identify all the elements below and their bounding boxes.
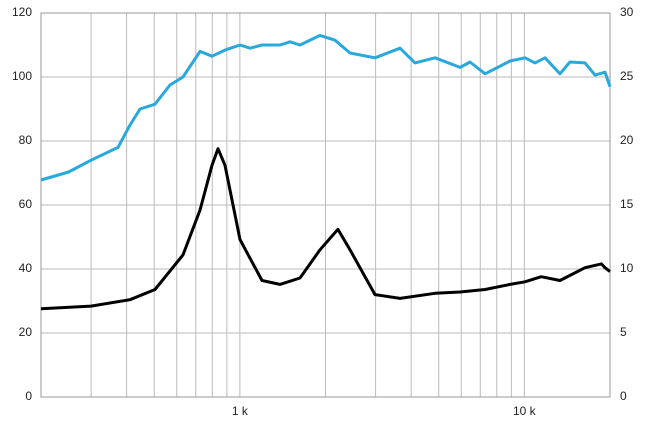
line-series — [40, 33, 612, 182]
y-tick-label: 60 — [19, 197, 33, 211]
y-tick-label: 100 — [12, 69, 32, 83]
x-tick-label: 1 k — [232, 404, 249, 418]
y2-tick-label: 5 — [620, 325, 627, 339]
y2-tick-label: 0 — [620, 389, 627, 403]
y2-tick-label: 10 — [620, 261, 634, 275]
y-tick-label: 40 — [19, 261, 33, 275]
y-tick-label: 120 — [12, 5, 32, 19]
y2-tick-label: 20 — [620, 133, 634, 147]
y2-tick-label: 15 — [620, 197, 634, 211]
y2-tick-label: 25 — [620, 69, 634, 83]
y2-tick-label: 30 — [620, 5, 634, 19]
y-tick-label: 80 — [19, 133, 33, 147]
plot-frame — [40, 12, 611, 398]
y-tick-label: 0 — [25, 389, 32, 403]
y-tick-label: 20 — [19, 325, 33, 339]
line-series — [40, 147, 611, 311]
x-tick-label: 10 k — [513, 404, 537, 418]
